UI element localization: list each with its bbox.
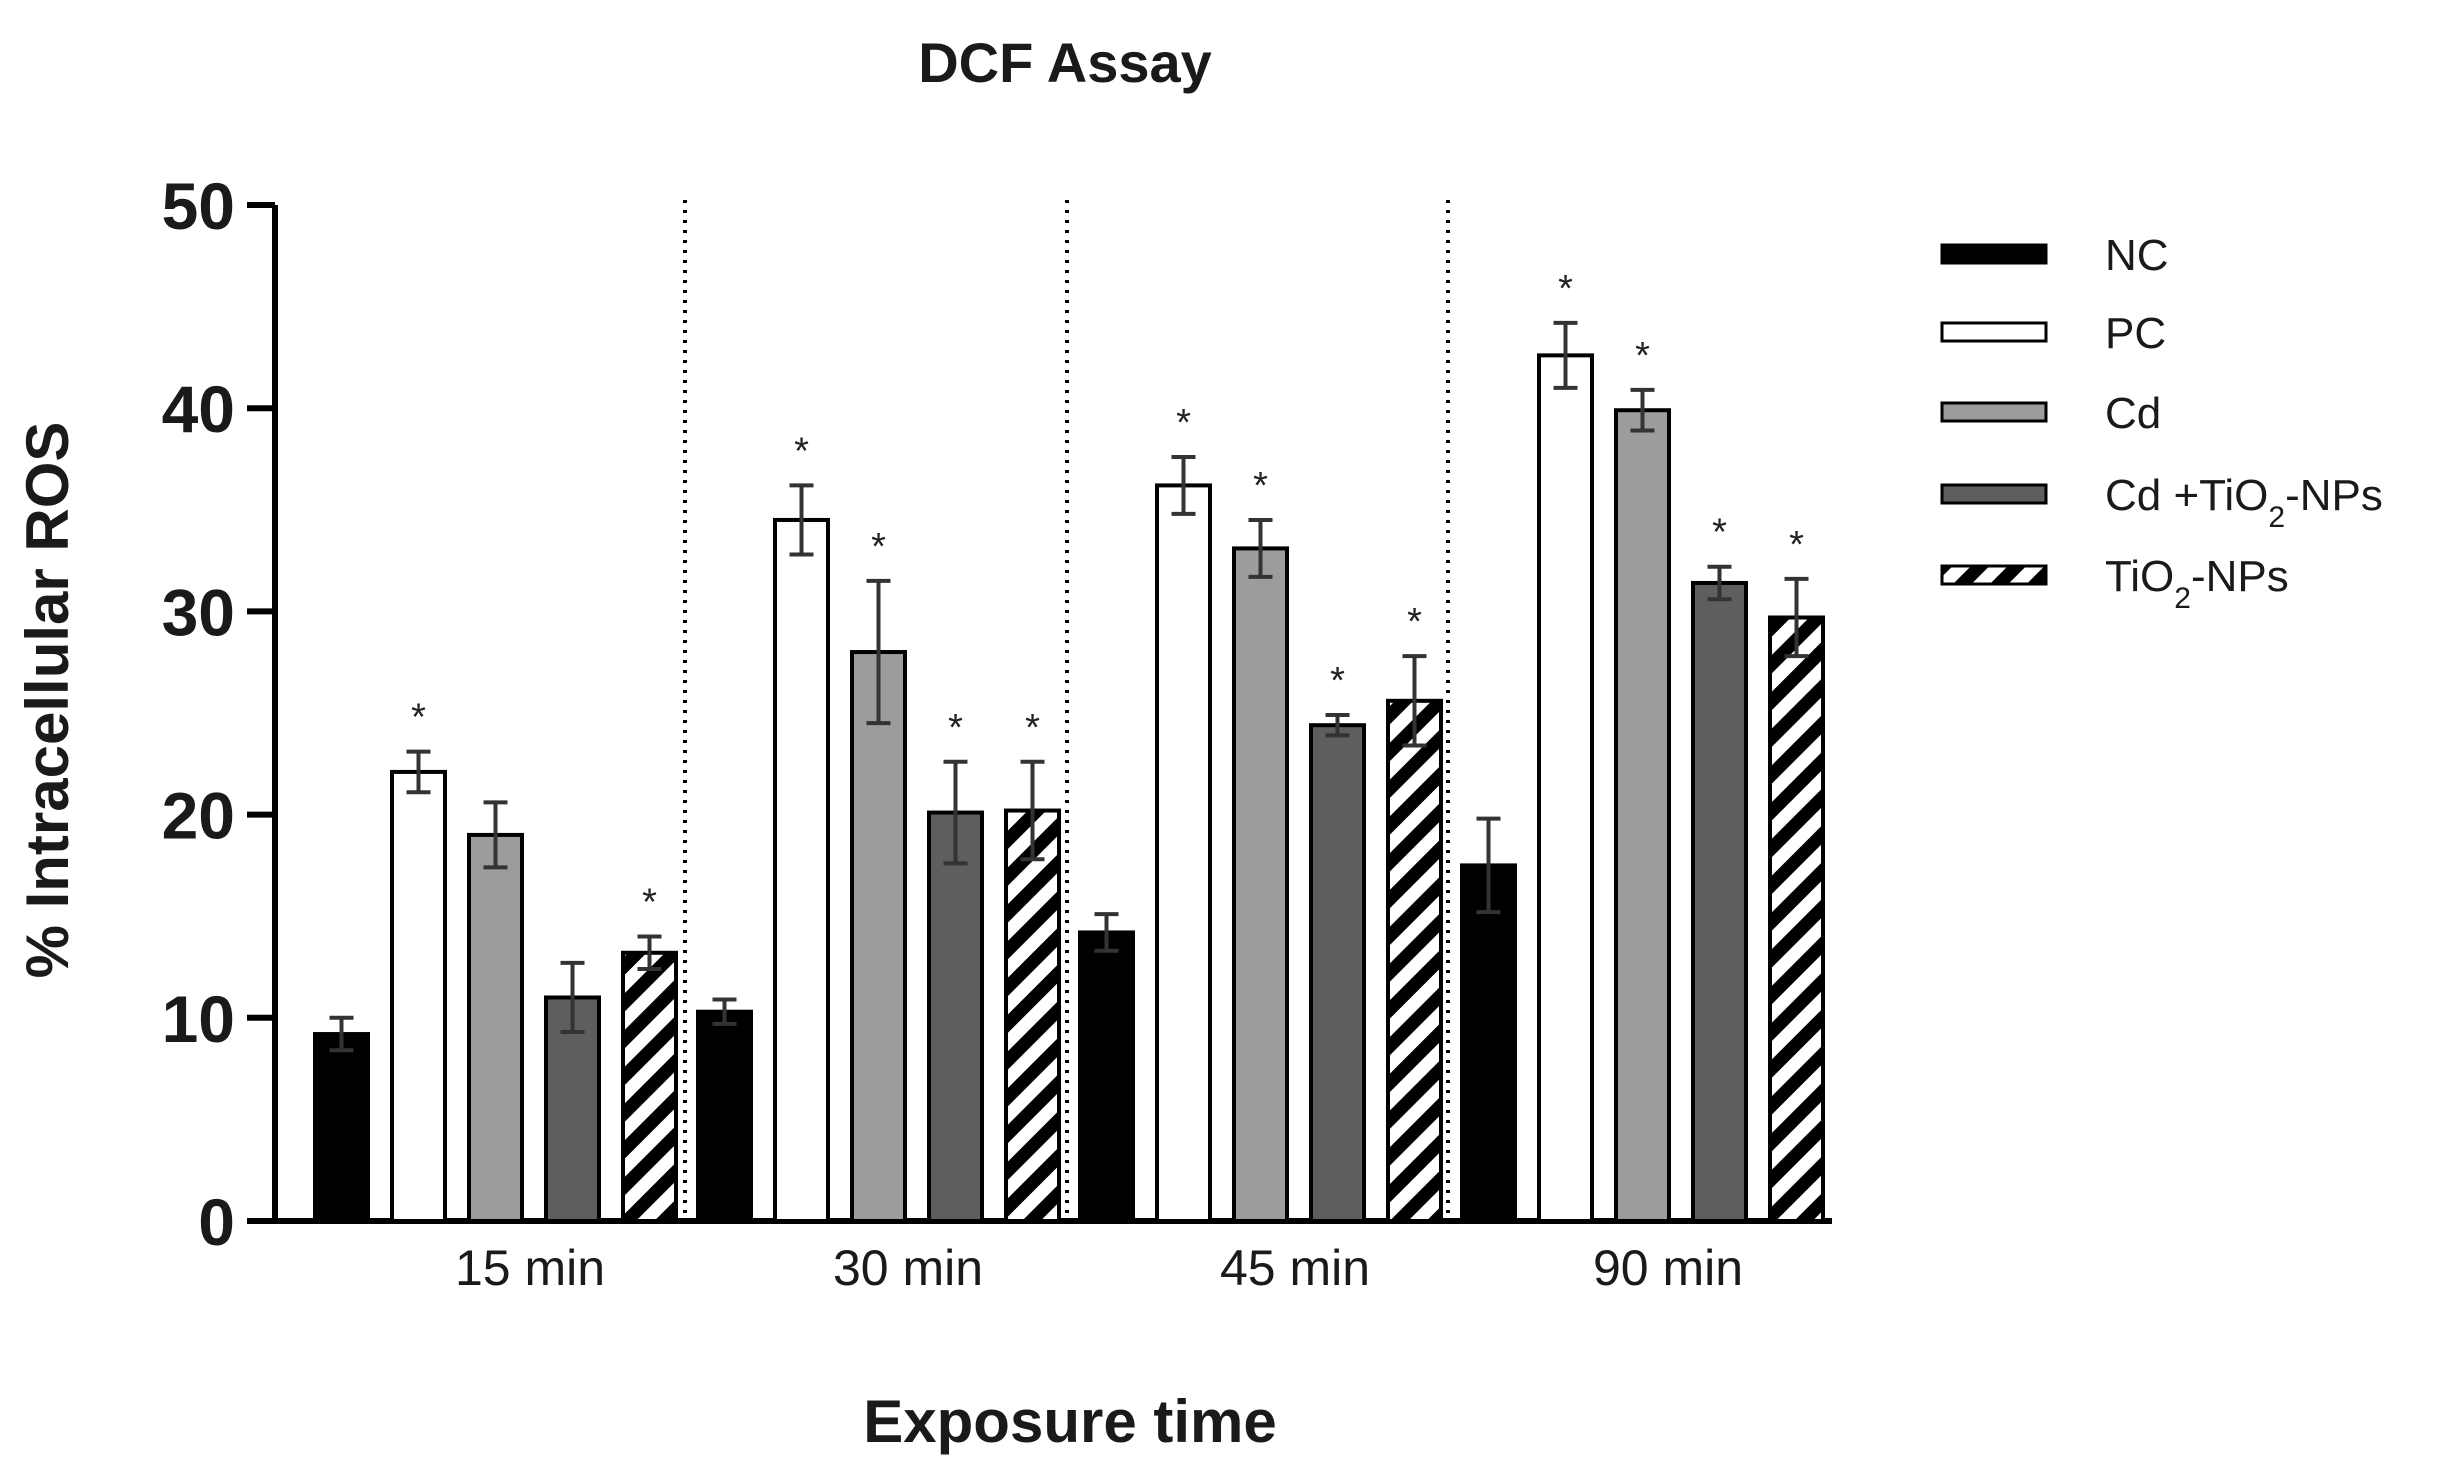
bar-nc-15min [313,1032,370,1224]
bar-tio2-nps-30min [1004,808,1061,1223]
legend-text-part: -NPs [2191,552,2289,601]
bar-nc-45min [1078,930,1135,1223]
x-tick-label: 30 min [833,1240,983,1296]
significance-star: * [794,430,809,472]
bar-cd-tio2-nps-90min [1691,580,1748,1223]
error-bars [329,320,1809,1053]
bar-cd-15min [467,832,524,1223]
legend-text-part: Cd +TiO [2105,471,2268,520]
group-separators [683,200,1450,1221]
legend-label: Cd +TiO2-NPs [2105,471,2383,534]
bar-pc-15min [390,769,447,1223]
significance-star: * [1025,707,1040,749]
significance-star: * [871,526,886,568]
significance-star: * [1330,660,1345,702]
bar-cd-30min [850,650,907,1223]
significance-star: * [1253,465,1268,507]
bar-cd-tio2-nps-45min [1309,723,1366,1224]
bar-cd-45min [1232,546,1289,1223]
significance-star: * [1712,512,1727,554]
legend-text-part: TiO [2105,552,2174,601]
x-axis: 15 min 30 min 45 min 90 min [272,1218,1832,1296]
significance-star: * [1407,601,1422,643]
bar-cd-tio2-nps-30min [927,810,984,1223]
bar-tio2-nps-90min [1768,615,1825,1223]
y-tick-label: 20 [162,779,235,853]
legend-swatch [1940,564,2048,586]
legend-text-part: -NPs [2285,471,2383,520]
legend-swatch [1940,483,2048,505]
significance-star: * [1558,268,1573,310]
legend-subscript: 2 [2268,501,2285,534]
bar-nc-30min [696,1009,753,1223]
y-tick-label: 10 [162,982,235,1056]
y-axis-label: % Intracellular ROS [14,422,81,979]
legend-swatch [1940,243,2048,265]
y-tick-label: 50 [162,169,235,243]
legend-subscript: 2 [2174,582,2191,615]
y-tick-label: 0 [198,1185,235,1259]
legend-text-part: NC [2105,231,2169,280]
x-axis-label: Exposure time [863,1388,1276,1455]
legend-swatch [1940,401,2048,423]
bars [313,353,1825,1224]
legend-label: Cd [2105,389,2161,438]
x-tick-label: 90 min [1593,1240,1743,1296]
bar-cd-90min [1614,408,1671,1223]
significance-star: * [411,697,426,739]
bar-cd-tio2-nps-15min [544,995,601,1223]
legend-label: NC [2105,231,2169,280]
legend-swatch [1940,321,2048,343]
legend-label: TiO2-NPs [2105,552,2289,615]
legend-label: PC [2105,309,2166,358]
x-tick-label: 15 min [455,1240,605,1296]
bar-pc-30min [773,517,830,1223]
y-ticks: 0 10 20 30 40 50 [162,169,275,1259]
significance-star: * [948,707,963,749]
bar-nc-90min [1460,863,1517,1224]
significance-star: * [1789,524,1804,566]
y-axis: 0 10 20 30 40 50 [162,169,278,1259]
significance-star: * [1176,402,1191,444]
legend-text-part: PC [2105,309,2166,358]
bar-pc-90min [1537,353,1594,1224]
x-tick-label: 45 min [1220,1240,1370,1296]
x-ticks: 15 min 30 min 45 min 90 min [455,1240,1743,1296]
bar-tio2-nps-15min [621,950,678,1223]
bar-pc-45min [1155,483,1212,1223]
significance-star: * [642,882,657,924]
y-tick-label: 30 [162,575,235,649]
bar-tio2-nps-45min [1386,698,1443,1223]
significance-star: * [1635,335,1650,377]
y-tick-label: 40 [162,372,235,446]
significance-markers: * * * * * * * * * * * * * * [411,268,1804,924]
chart-title: DCF Assay [918,31,1212,94]
legend-text-part: Cd [2105,389,2161,438]
